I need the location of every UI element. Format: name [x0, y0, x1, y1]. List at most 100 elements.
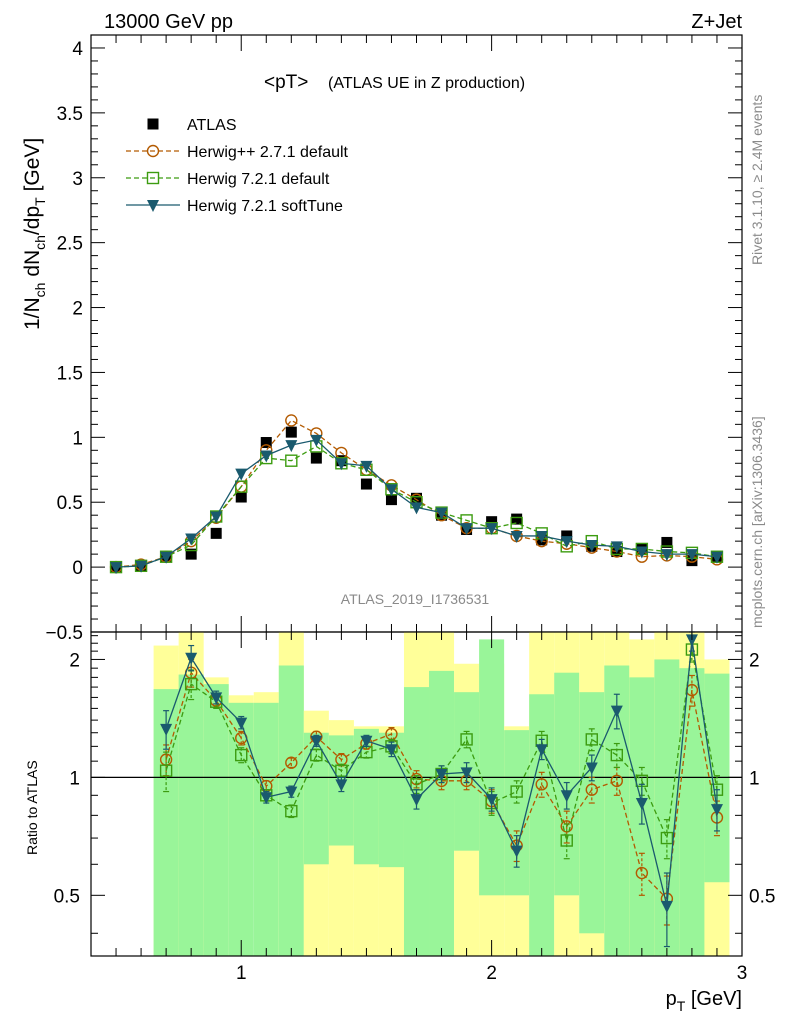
- data-point: [486, 516, 498, 528]
- main-y-tick-label: 3: [72, 169, 83, 190]
- ratio-point: [635, 798, 648, 811]
- green-band: [403, 687, 430, 956]
- legend-entry: Herwig 7.2.1 softTune: [126, 198, 343, 215]
- data-point: [210, 527, 222, 539]
- ratio-point: [510, 845, 523, 858]
- data-point: [110, 562, 123, 575]
- ratio-y-tick-label: 0.5: [54, 886, 80, 907]
- ratio-point: [610, 748, 624, 762]
- legend-marker: [146, 171, 160, 185]
- ratio-point: [385, 744, 398, 757]
- ratio-axes: 0.5 0.5 1 1 2 2 1 2 3: [54, 632, 775, 984]
- ratio-point: [635, 866, 649, 880]
- ratio-point: [285, 756, 298, 769]
- legend-entry: Herwig++ 2.7.1 default: [126, 144, 349, 161]
- ratio-y-tick-label: 1: [69, 768, 80, 789]
- ratio-point: [310, 735, 323, 748]
- data-point: [460, 523, 473, 536]
- data-point: [235, 491, 247, 503]
- ratio-point: [435, 769, 448, 782]
- ratio-point: [610, 705, 623, 718]
- ratio-point: [485, 794, 498, 807]
- ratio-y-tick-label-right: 2: [749, 650, 760, 671]
- green-band: [178, 674, 204, 956]
- data-point: [260, 437, 272, 449]
- ratio-point: [660, 831, 674, 845]
- data-point: [335, 458, 348, 471]
- data-point: [610, 541, 623, 554]
- data-point: [511, 513, 523, 525]
- legend-label: Herwig++ 2.7.1 default: [187, 144, 349, 161]
- green-band: [679, 668, 705, 956]
- main-y-tick-label: 1: [72, 428, 83, 449]
- data-point: [310, 434, 323, 447]
- main-y-tick-label: 0: [72, 558, 83, 579]
- data-point: [235, 480, 248, 493]
- ratio-point: [360, 735, 373, 748]
- ratio-point: [560, 790, 573, 803]
- data-point: [510, 516, 523, 530]
- data-point: [260, 450, 273, 463]
- data-point: [385, 494, 397, 506]
- legend-entry: ATLAS: [147, 117, 237, 134]
- ratio-point: [235, 717, 248, 730]
- legend-entry: Herwig 7.2.1 default: [126, 171, 330, 188]
- ratio-point: [585, 733, 598, 746]
- data-point: [710, 551, 723, 564]
- ratio-point: [685, 634, 698, 647]
- data-point: [385, 484, 398, 497]
- ratio-point: [185, 652, 198, 665]
- main-data-layer: [109, 414, 724, 575]
- legend: ATLAS Herwig++ 2.7.1 default Herwig 7.2.1 …: [126, 117, 349, 215]
- header-left: 13000 GeV pp: [104, 11, 233, 33]
- data-point: [635, 546, 648, 559]
- green-band: [253, 702, 279, 956]
- main-y-tick-label: 1.5: [57, 363, 83, 384]
- ratio-point: [510, 785, 523, 798]
- data-point: [310, 452, 322, 464]
- ratio-point: [710, 804, 723, 817]
- ratio-point: [310, 748, 323, 762]
- main-y-axis: −0.5 0 0.5 1 1.5 2 2.5 3 3.5 4: [45, 39, 742, 644]
- main-y-tick-label: 2: [72, 299, 83, 320]
- ratio-y-tick-label-right: 0.5: [749, 886, 775, 907]
- x-axis-label: pT [GeV]: [666, 988, 742, 1014]
- main-title-symbol: <pT>: [264, 72, 308, 93]
- data-point: [485, 523, 498, 536]
- data-point: [435, 507, 448, 520]
- main-panel: −0.5 0 0.5 1 1.5 2 2.5 3 3.5 4: [45, 34, 743, 644]
- data-point: [185, 533, 198, 546]
- data-point: [185, 548, 197, 560]
- ratio-point: [335, 764, 348, 777]
- ratio-series-herwig-7-2-1-softtune: [160, 631, 723, 948]
- main-y-tick-label: −0.5: [45, 623, 83, 644]
- green-band: [203, 684, 229, 956]
- data-point: [660, 549, 673, 562]
- main-y-tick-label: 3.5: [57, 104, 83, 125]
- main-y-tick-label: 0.5: [57, 493, 83, 514]
- legend-marker: [147, 118, 159, 130]
- legend-label: ATLAS: [187, 117, 237, 134]
- ratio-point: [235, 748, 248, 762]
- ratio-point: [159, 764, 173, 777]
- data-point: [685, 549, 698, 562]
- data-point: [410, 502, 423, 515]
- ratio-point: [610, 774, 624, 788]
- rivet-label: Rivet 3.1.10, ≥ 2.4M events: [749, 95, 765, 265]
- main-title-text: (ATLAS UE in Z production): [328, 75, 525, 92]
- ratio-series-line: [165, 649, 718, 841]
- ratio-point: [585, 762, 598, 775]
- green-band: [429, 670, 455, 956]
- data-point: [561, 530, 573, 542]
- data-point: [285, 440, 298, 453]
- ratio-data-layer: [159, 631, 724, 948]
- green-band: [579, 692, 605, 934]
- legend-label: Herwig 7.2.1 softTune: [187, 198, 343, 215]
- green-band: [504, 730, 530, 896]
- data-point: [560, 536, 573, 549]
- ratio-point: [535, 778, 548, 791]
- legend-label: Herwig 7.2.1 default: [187, 171, 330, 188]
- data-point: [285, 426, 297, 438]
- green-band: [479, 639, 505, 896]
